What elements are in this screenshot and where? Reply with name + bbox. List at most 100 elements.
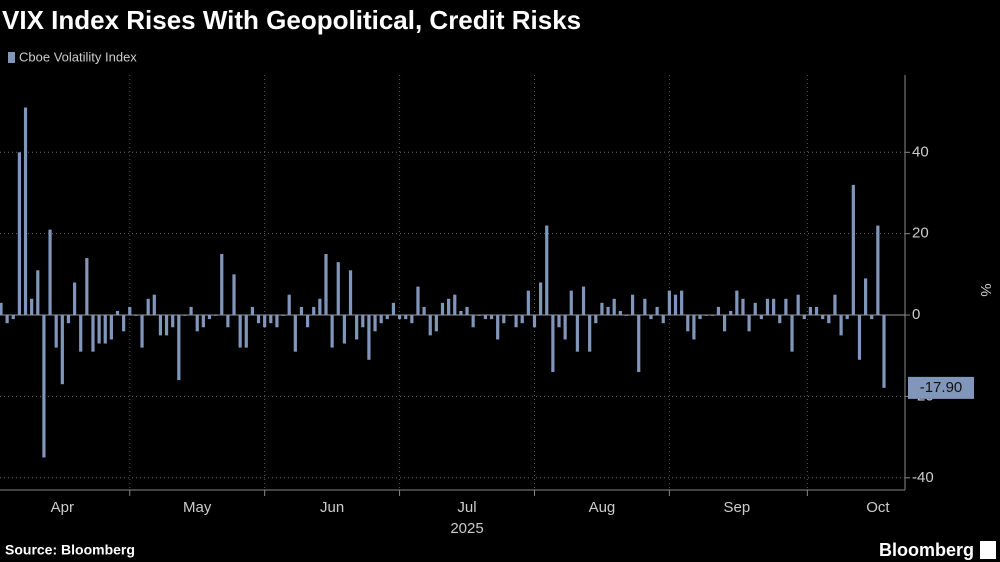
bar (821, 315, 825, 320)
bar (483, 315, 488, 320)
y-tick-label: 40 (912, 143, 929, 160)
bar (741, 298, 745, 316)
bar (244, 315, 248, 348)
bar (673, 294, 678, 316)
bar (698, 315, 702, 320)
bar (324, 254, 328, 316)
bar (845, 315, 849, 320)
bar (404, 315, 408, 320)
bar (0, 302, 3, 316)
bar (164, 315, 169, 336)
bar (851, 184, 855, 316)
bar (710, 315, 714, 316)
bar (177, 315, 181, 381)
bar (692, 315, 696, 340)
bar (256, 315, 261, 324)
x-tick-label: Oct (866, 499, 890, 516)
bar (569, 290, 573, 316)
bar (808, 306, 813, 316)
bar (299, 306, 304, 316)
bar (624, 315, 629, 316)
bar (36, 270, 40, 316)
bar (342, 315, 346, 344)
x-tick-label: Apr (51, 499, 74, 516)
bar (379, 315, 383, 324)
bar (318, 298, 322, 316)
bar (833, 294, 837, 316)
bar (747, 315, 751, 332)
bar (201, 315, 205, 328)
bar (416, 286, 420, 316)
bar (422, 306, 426, 316)
bar (729, 310, 733, 316)
bar (667, 290, 671, 316)
bar (330, 315, 334, 348)
bar (465, 306, 469, 316)
bar (23, 107, 28, 316)
bar (447, 298, 451, 316)
bar (79, 315, 83, 352)
bar (796, 294, 800, 316)
bar (11, 315, 15, 320)
bar (857, 315, 862, 360)
bar (802, 315, 806, 320)
bar (275, 315, 279, 328)
bar (214, 315, 218, 316)
bar (287, 294, 291, 316)
bar (207, 315, 212, 320)
bar (281, 315, 285, 316)
bar (391, 302, 396, 316)
bar (115, 310, 120, 316)
bar (759, 315, 763, 320)
bar (600, 302, 604, 316)
bar (753, 302, 757, 316)
bar (545, 225, 549, 316)
bar (839, 315, 843, 336)
bar (778, 315, 782, 324)
chart-title: VIX Index Rises With Geopolitical, Credi… (2, 5, 581, 35)
bar (60, 315, 64, 385)
bar (361, 315, 365, 328)
bar (496, 315, 500, 340)
bar (232, 274, 236, 316)
bar (526, 290, 530, 316)
bar (30, 298, 34, 316)
bar (195, 315, 199, 332)
brand-icon (980, 541, 996, 559)
bar (882, 315, 886, 388)
bar (637, 315, 641, 373)
bar (355, 315, 359, 340)
bar (618, 310, 622, 316)
bar (722, 315, 727, 332)
bar (606, 306, 610, 316)
bar (784, 298, 788, 316)
bar (716, 306, 721, 316)
bar (814, 306, 819, 316)
bar (140, 315, 144, 348)
bar (790, 315, 794, 352)
y-unit: % (977, 283, 994, 296)
bar (91, 315, 95, 352)
bar (17, 152, 21, 316)
bar (72, 282, 77, 316)
bar (226, 315, 230, 328)
legend-swatch (8, 52, 15, 63)
bar (477, 315, 481, 316)
bar (220, 254, 224, 316)
x-tick-label: Aug (589, 499, 616, 516)
bar (557, 315, 561, 328)
bar (85, 258, 89, 316)
x-tick-label: Jun (320, 499, 344, 516)
x-axis-label: 2025 (450, 520, 483, 537)
bar (109, 315, 113, 340)
bar (336, 262, 340, 316)
legend-label: Cboe Volatility Index (19, 49, 137, 64)
y-tick-label: 20 (912, 225, 929, 242)
bar (238, 315, 242, 348)
bar (5, 315, 9, 324)
bar (103, 315, 107, 344)
bar (532, 315, 537, 328)
bar (588, 315, 592, 352)
